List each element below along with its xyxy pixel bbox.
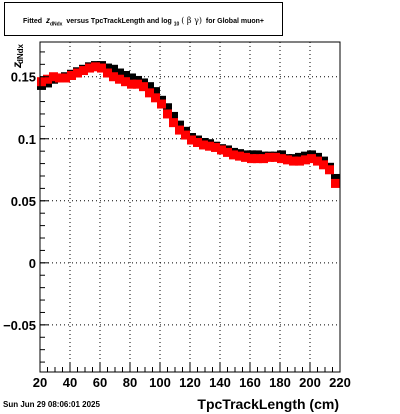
data-point: [79, 66, 88, 76]
data-point: [73, 68, 82, 78]
data-point: [127, 73, 136, 83]
title-middle: versus TpcTrackLength and log: [66, 18, 172, 25]
data-point: [103, 68, 112, 78]
data-point: [157, 99, 166, 109]
axis-ticks: [39, 51, 341, 372]
data-point: [61, 73, 70, 83]
data-point: [145, 82, 154, 92]
x-tick-label: 120: [179, 375, 201, 390]
data-point: [247, 154, 256, 164]
data-point: [127, 79, 136, 89]
y-tick-label: 0: [29, 256, 36, 271]
data-point: [181, 130, 190, 140]
y-axis-title: z dNdx: [2, 44, 28, 80]
data-point: [121, 70, 130, 80]
data-point: [133, 79, 142, 89]
data-point: [115, 74, 124, 84]
y-tick-label: −0.05: [3, 318, 36, 333]
data-point: [199, 140, 208, 150]
data-point: [175, 120, 184, 130]
data-point: [289, 156, 298, 166]
data-point: [109, 64, 118, 74]
data-markers: [37, 61, 340, 188]
chart-title-box: Fitted zdNdx versus TpcTrackLength and l…: [4, 2, 283, 36]
title-symbol: z: [45, 16, 50, 25]
data-point: [37, 77, 46, 87]
tick-labels: 20 40 60 80 100 120 140 160 180 200 220 −0.05 0 0.05 0…: [3, 70, 351, 390]
data-point: [235, 151, 244, 161]
x-axis-title: TpcTrackLength (cm): [197, 396, 339, 412]
x-tick-label: 140: [209, 375, 231, 390]
data-point: [259, 154, 268, 164]
data-point: [169, 118, 178, 128]
data-point: [277, 154, 286, 164]
x-tick-label: 220: [329, 375, 351, 390]
data-point: [175, 125, 184, 135]
timestamp: Sun Jun 29 08:06:01 2025: [3, 400, 100, 409]
title-suffix: for Global muon+: [205, 18, 264, 25]
data-point: [301, 155, 310, 165]
data-point: [151, 87, 160, 97]
y-tick-label: 0.1: [18, 132, 36, 147]
data-point: [67, 70, 76, 80]
data-point: [211, 142, 220, 152]
title-symbol-sub: dNdx: [49, 21, 63, 28]
data-point: [163, 109, 172, 119]
data-point: [307, 154, 316, 164]
x-tick-label: 100: [149, 375, 171, 390]
data-point: [331, 173, 340, 183]
data-point: [145, 88, 154, 98]
data-point: [271, 152, 280, 162]
chart-title: Fitted zdNdx versus TpcTrackLength and l…: [23, 16, 264, 27]
x-tick-label: 80: [123, 375, 137, 390]
data-point: [253, 154, 262, 164]
title-prefix: Fitted: [23, 18, 43, 25]
data-point: [91, 62, 100, 72]
data-point: [325, 165, 334, 175]
grid-lines: [40, 42, 340, 372]
data-point: [241, 152, 250, 162]
title-greek: ( β γ): [181, 16, 202, 25]
y-tick-label: 0.05: [11, 194, 36, 209]
y-tick-label: 0.15: [11, 70, 36, 85]
data-point: [103, 63, 112, 73]
y-axis-subscript: dNdx: [16, 44, 25, 64]
series-2: [37, 62, 340, 188]
data-point: [265, 152, 274, 162]
data-point: [49, 72, 58, 82]
data-point: [109, 72, 118, 82]
data-point: [223, 147, 232, 157]
data-point: [121, 77, 130, 87]
x-tick-label: 180: [269, 375, 291, 390]
data-point: [55, 73, 64, 83]
x-tick-label: 20: [33, 375, 47, 390]
data-point: [169, 111, 178, 121]
data-point: [115, 68, 124, 78]
data-point: [313, 156, 322, 166]
x-tick-label: 200: [299, 375, 321, 390]
x-tick-label: 40: [63, 375, 77, 390]
data-point: [43, 74, 52, 84]
data-point: [319, 160, 328, 170]
x-tick-label: 60: [93, 375, 107, 390]
data-point: [229, 150, 238, 160]
data-point: [331, 178, 340, 188]
data-point: [97, 63, 106, 73]
data-point: [193, 137, 202, 147]
title-log-sub: 10: [173, 21, 180, 28]
data-point: [85, 63, 94, 73]
data-point: [283, 155, 292, 165]
data-point: [217, 145, 226, 155]
data-point: [139, 82, 148, 92]
x-tick-label: 160: [239, 375, 261, 390]
data-point: [205, 141, 214, 151]
data-point: [295, 156, 304, 166]
data-point: [163, 103, 172, 113]
data-point: [151, 93, 160, 103]
data-point: [187, 135, 196, 145]
